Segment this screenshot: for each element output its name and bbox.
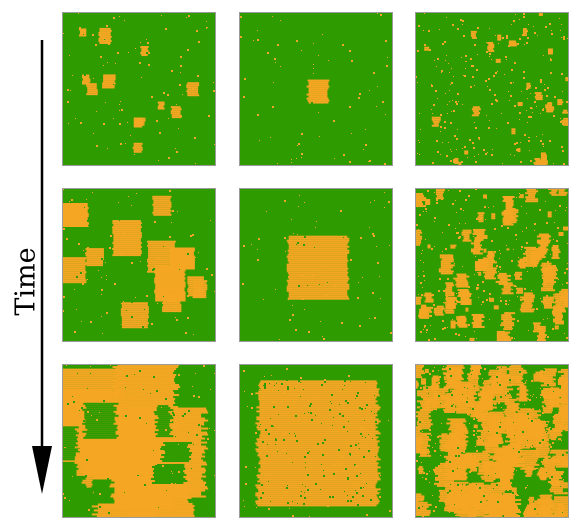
panel-frame <box>415 188 569 342</box>
panel-r2-c2 <box>239 188 393 342</box>
panel-frame <box>239 188 393 342</box>
panel-frame <box>415 364 569 518</box>
panel-r3-c1 <box>62 364 216 518</box>
panel-frame <box>239 364 393 518</box>
panel-frame <box>62 12 216 166</box>
panel-frame <box>239 12 393 166</box>
panel-r3-c3 <box>415 364 569 518</box>
panel-frame <box>62 188 216 342</box>
panel-r2-c3 <box>415 188 569 342</box>
time-arrow-head <box>32 446 52 494</box>
panel-r2-c1 <box>62 188 216 342</box>
panel-r3-c2 <box>239 364 393 518</box>
panel-r1-c3 <box>415 12 569 166</box>
panel-r1-c2 <box>239 12 393 166</box>
panel-frame <box>415 12 569 166</box>
panel-frame <box>62 364 216 518</box>
panel-r1-c1 <box>62 12 216 166</box>
